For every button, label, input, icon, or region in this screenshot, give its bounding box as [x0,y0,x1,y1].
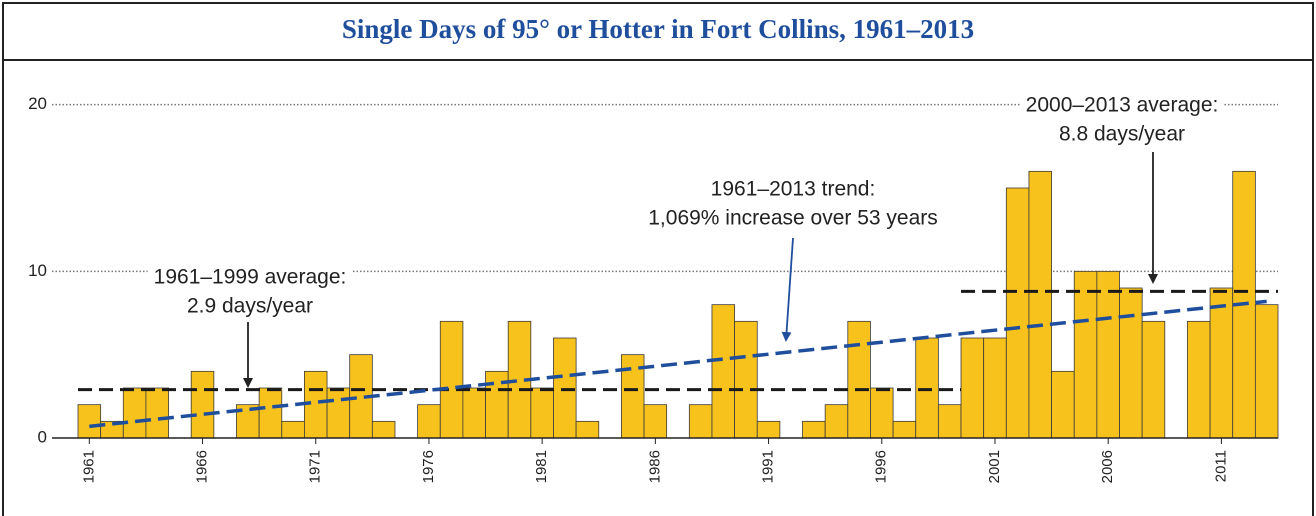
bar [1119,287,1143,439]
annotation-bg [147,265,353,289]
bar [1051,370,1075,439]
annotation-text: 1961–2013 trend: [711,178,876,201]
y-tick-label: 10 [28,261,47,280]
bar [281,420,305,439]
bar [983,337,1007,439]
bar [734,320,758,439]
x-tick-label: 1961 [80,450,97,483]
bar [824,404,849,439]
bar [371,420,396,439]
x-tick-label: 1986 [646,450,663,483]
x-tick-label: 2011 [1212,450,1229,482]
x-tick-label: 2006 [1099,450,1116,483]
bar [847,320,871,439]
annotation-bg [642,206,944,230]
bar [802,420,826,439]
annotation-text: 2.9 days/year [187,295,313,318]
annotation-text: 8.8 days/year [1059,123,1185,146]
x-tick-label: 1991 [760,450,777,483]
bar [1028,170,1052,439]
bar [190,370,215,439]
annotation-text: 1,069% increase over 53 years [648,207,938,230]
bar [711,304,736,439]
bar [77,404,102,439]
annotation-bg [180,294,320,318]
bar [870,387,894,439]
bar [1005,187,1030,439]
bar [688,404,713,439]
bar [1096,270,1120,439]
bar [915,337,939,439]
bar [553,337,577,439]
annotation-text: 1961–1999 average: [154,266,347,289]
bar [937,404,962,439]
bar [575,420,600,439]
bar [1254,304,1279,439]
bar [439,320,464,439]
bar [417,404,441,439]
x-tick-label: 1996 [873,450,890,483]
bar [258,387,283,439]
annotation-arrow [781,237,794,342]
bar [1073,270,1098,439]
y-tick-label: 0 [38,427,47,446]
bar [960,337,985,439]
annotation-bg [1052,122,1192,146]
x-tick-label: 2001 [986,450,1003,483]
bar [122,387,147,439]
x-tick-label: 1981 [533,450,550,483]
bar [892,420,917,439]
bar [1141,320,1166,439]
bar [756,420,781,439]
trend-line [89,299,1267,429]
bar [643,404,668,439]
x-tick-label: 1966 [193,450,210,483]
annotation-bg [1019,93,1225,117]
annotation-bg [704,177,882,201]
annotation-text: 2000–2013 average: [1026,94,1219,117]
bar [145,387,169,439]
x-tick-label: 1971 [307,450,324,483]
chart-title: Single Days of 95° or Hotter in Fort Col… [342,14,974,44]
bar [1187,320,1211,439]
x-tick-label: 1976 [420,450,437,483]
bar [1209,287,1234,439]
bar [530,387,554,439]
y-tick-label: 20 [28,94,47,113]
bar [326,387,351,439]
bar [462,387,486,439]
